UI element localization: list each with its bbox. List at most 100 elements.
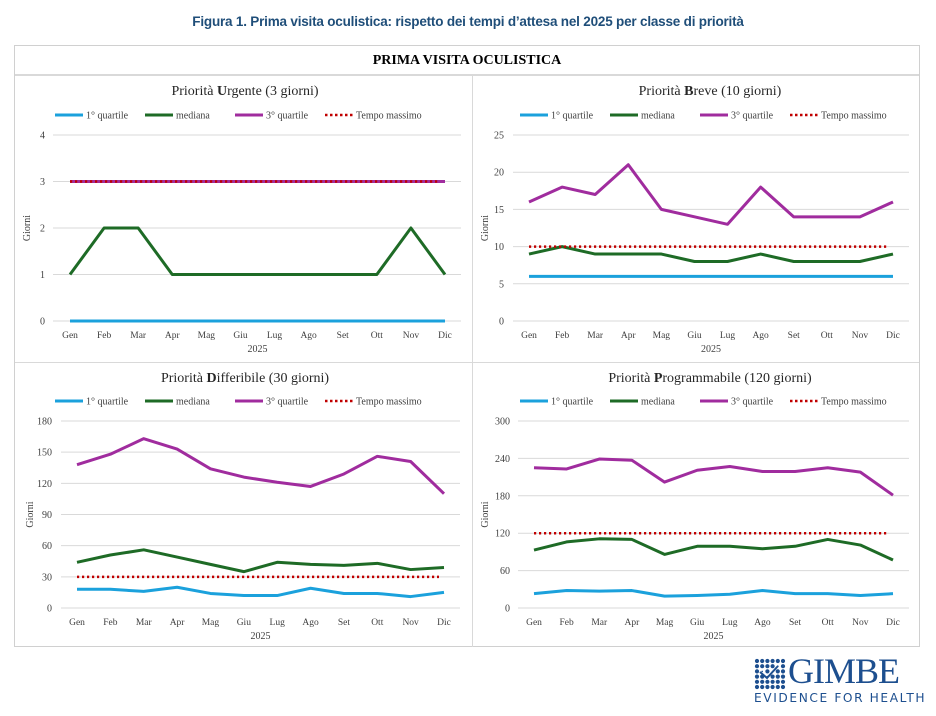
y-tick-label: 20 — [494, 168, 504, 179]
legend-item-q1: 1° quartile — [55, 111, 129, 122]
logo-wordmark: GIMBE — [788, 651, 900, 691]
y-tick-label: 150 — [37, 448, 52, 459]
x-tick-label: Mar — [591, 618, 608, 628]
series-line-q3 — [76, 437, 446, 495]
x-tick-label: Set — [337, 331, 350, 341]
y-tick-label: 180 — [495, 491, 510, 502]
logo-dot — [770, 684, 775, 690]
chart-breve: Priorità Breve (10 giorni) 1° quartile med… — [480, 84, 909, 355]
x-tick-label: Apr — [165, 331, 181, 341]
x-tick-label: Feb — [560, 618, 575, 628]
legend-item-max: Tempo massimo — [325, 111, 422, 122]
y-axis-label: Giorni — [480, 501, 491, 527]
table-header: PRIMA VISITA OCULISTICA — [15, 46, 919, 76]
x-tick-label: Mag — [653, 331, 671, 341]
x-tick-label: Feb — [97, 331, 112, 341]
y-tick-label: 2 — [40, 224, 45, 235]
logo-dot — [780, 658, 786, 664]
y-tick-label: 240 — [495, 454, 510, 465]
x-axis-label: 2025 — [248, 344, 268, 355]
figure-title: Figura 1. Prima visita oculistica: rispe… — [192, 14, 744, 29]
chart-title-prefix: Priorità — [161, 371, 207, 386]
x-tick-label: Ott — [821, 331, 834, 341]
legend-item-median: mediana — [145, 111, 210, 122]
checkmark-dot-grid-icon — [754, 658, 786, 690]
x-tick-label: Set — [789, 618, 802, 628]
legend-item-median: mediana — [145, 397, 210, 408]
legend-label: mediana — [176, 111, 210, 122]
y-tick-label: 1 — [40, 270, 45, 281]
legend-label: 3° quartile — [731, 111, 774, 122]
y-tick-label: 0 — [40, 317, 45, 328]
column-divider — [472, 76, 473, 647]
x-tick-label: Nov — [403, 331, 420, 341]
x-tick-label: Dic — [437, 618, 451, 628]
legend-label: 1° quartile — [551, 397, 594, 408]
chart-title-rest: reve (10 giorni) — [693, 84, 781, 99]
legend-item-max: Tempo massimo — [790, 397, 887, 408]
series-median — [76, 548, 445, 574]
y-tick-label: 15 — [494, 205, 504, 216]
series-line-median — [68, 226, 447, 276]
x-tick-label: Apr — [625, 618, 641, 628]
logo-dot — [775, 674, 780, 679]
logo-dot — [770, 658, 775, 664]
x-tick-label: Ott — [822, 618, 835, 628]
x-tick-label: Lug — [720, 331, 736, 341]
y-tick-label: 90 — [42, 510, 52, 521]
logo-dot — [770, 674, 775, 679]
x-tick-label: Dic — [886, 331, 900, 341]
x-tick-label: Giu — [690, 618, 705, 628]
logo-dot — [760, 658, 765, 664]
legend-label: 3° quartile — [731, 397, 774, 408]
x-tick-label: Giu — [687, 331, 702, 341]
x-tick-label: Mar — [130, 331, 147, 341]
legend-label: Tempo massimo — [356, 397, 422, 408]
x-tick-label: Set — [338, 618, 351, 628]
logo-dot — [780, 684, 786, 690]
x-tick-label: Mar — [136, 618, 153, 628]
x-tick-label: Giu — [237, 618, 252, 628]
logo-dot — [760, 679, 765, 684]
logo-dot — [775, 684, 780, 690]
chart-title: Priorità Programmabile (120 giorni) — [608, 371, 812, 386]
y-tick-label: 30 — [42, 572, 52, 583]
x-tick-label: Dic — [886, 618, 900, 628]
logo-dot — [770, 679, 775, 684]
legend-item-median: mediana — [610, 397, 675, 408]
logo-dot — [765, 658, 770, 664]
x-tick-label: Gen — [62, 331, 78, 341]
chart-title-initial: D — [206, 371, 216, 386]
y-tick-label: 25 — [494, 131, 504, 142]
y-tick-label: 300 — [495, 417, 510, 428]
legend-label: 3° quartile — [266, 397, 309, 408]
x-axis-label: 2025 — [251, 631, 271, 642]
x-axis-label: 2025 — [701, 344, 721, 355]
x-tick-label: Ago — [300, 331, 317, 341]
series-q1 — [533, 589, 894, 598]
chart-urgente: Priorità Urgente (3 giorni) 1° quartile me… — [22, 84, 461, 355]
series-q1 — [77, 585, 445, 599]
series-line-median — [533, 537, 894, 562]
y-tick-label: 0 — [505, 604, 510, 615]
logo-dot — [765, 669, 770, 674]
series-line-median — [76, 548, 445, 574]
y-axis-label: Giorni — [25, 501, 36, 527]
x-tick-label: Feb — [555, 331, 570, 341]
x-tick-label: Ott — [371, 618, 384, 628]
chart-title: Priorità Breve (10 giorni) — [639, 84, 782, 99]
x-tick-label: Feb — [103, 618, 118, 628]
logo-dot — [754, 669, 760, 674]
logo-dot — [780, 669, 786, 674]
x-tick-label: Nov — [852, 331, 869, 341]
x-tick-label: Mag — [202, 618, 220, 628]
charts-table: PRIMA VISITA OCULISTICA — [14, 45, 920, 647]
logo-dot — [754, 679, 760, 684]
legend-label: 1° quartile — [86, 111, 129, 122]
x-tick-label: Giu — [233, 331, 248, 341]
legend-label: Tempo massimo — [356, 111, 422, 122]
legend-item-q3: 3° quartile — [235, 397, 309, 408]
x-tick-label: Lug — [267, 331, 283, 341]
legend-item-q3: 3° quartile — [700, 397, 774, 408]
legend-label: mediana — [176, 397, 210, 408]
